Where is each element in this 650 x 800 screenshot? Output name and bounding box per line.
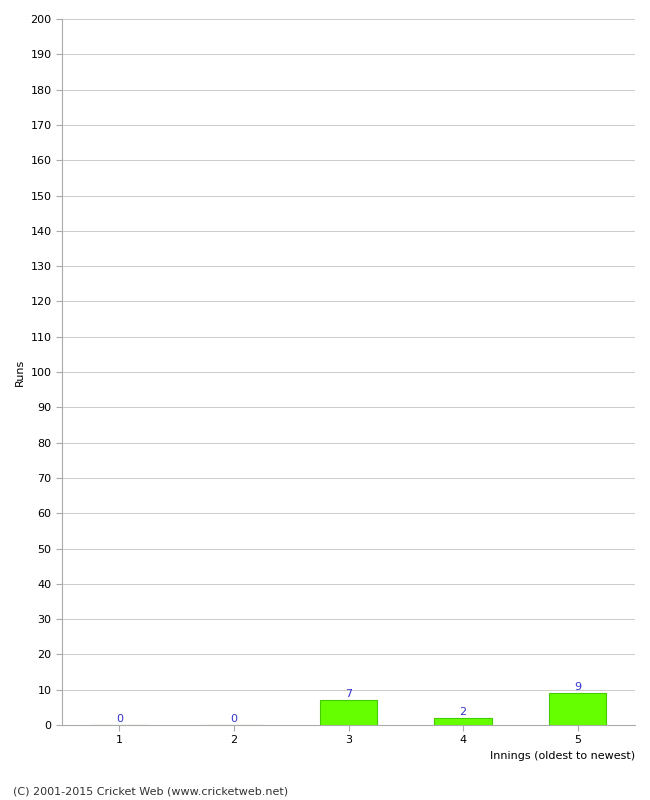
Bar	[434, 718, 492, 725]
Text: (C) 2001-2015 Cricket Web (www.cricketweb.net): (C) 2001-2015 Cricket Web (www.cricketwe…	[13, 786, 288, 796]
Text: 0: 0	[231, 714, 237, 724]
X-axis label: Innings (oldest to newest): Innings (oldest to newest)	[490, 751, 635, 761]
Y-axis label: Runs: Runs	[15, 358, 25, 386]
Text: 7: 7	[345, 690, 352, 699]
Bar	[549, 694, 606, 725]
Text: 2: 2	[460, 707, 467, 717]
Text: 9: 9	[574, 682, 581, 692]
Bar	[320, 700, 377, 725]
Text: 0: 0	[116, 714, 123, 724]
